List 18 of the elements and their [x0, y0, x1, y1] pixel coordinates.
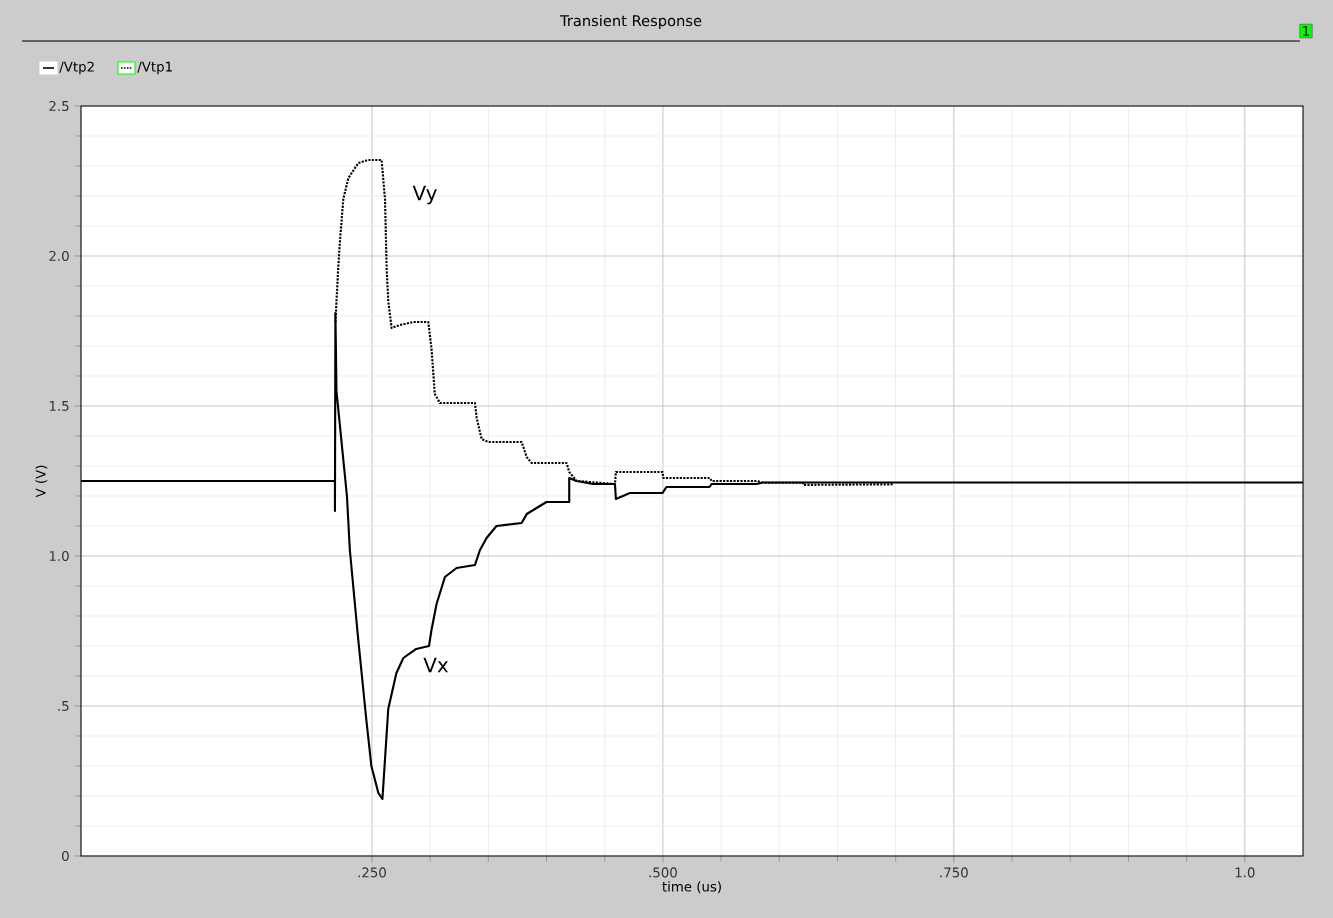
chart-title: Transient Response — [559, 14, 702, 30]
x-tick-label: .750 — [940, 867, 968, 878]
y-axis-title: V (V) — [35, 465, 48, 498]
y-tick-label: 2.5 — [49, 100, 69, 112]
x-tick-label: 1.0 — [1235, 867, 1255, 878]
x-tick-label: .500 — [649, 867, 677, 878]
annotation: Vy — [412, 185, 437, 205]
text: 1 — [1303, 26, 1310, 36]
annotation: Vx — [423, 657, 449, 673]
y-tick-label: 1.5 — [49, 401, 69, 411]
y-tick-label: 1.0 — [49, 550, 69, 562]
x-axis-title: time (us) — [662, 881, 721, 894]
y-tick-label: 2.0 — [49, 250, 69, 262]
legend-label: /Vtp2 — [59, 61, 94, 75]
legend-label: /Vtp1 — [137, 61, 172, 75]
x-tick-label: .250 — [358, 867, 386, 878]
y-tick-label: .5 — [58, 701, 69, 711]
y-tick-label: 0 — [62, 850, 69, 862]
